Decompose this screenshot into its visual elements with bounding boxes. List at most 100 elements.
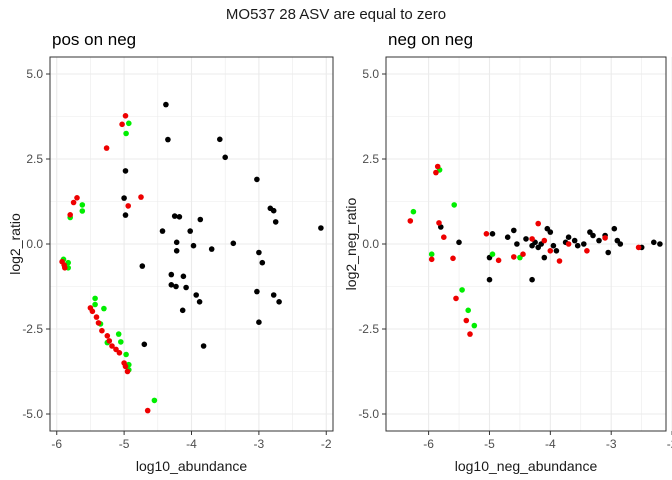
point-red [436, 220, 442, 226]
y-tick-label: 0.0 [362, 237, 379, 251]
point-black [197, 216, 204, 223]
point-black [168, 282, 175, 288]
y-tick-label: 2.5 [26, 152, 43, 166]
point-black [617, 241, 624, 247]
point-black [254, 288, 260, 295]
point-green [489, 251, 496, 257]
y-tick-label: 2.5 [362, 152, 379, 166]
point-red [529, 236, 535, 242]
point-red [450, 255, 456, 262]
point-red [602, 235, 608, 241]
point-green [92, 301, 98, 308]
point-red [441, 234, 447, 240]
point-red [635, 244, 642, 251]
point-black [122, 168, 129, 174]
x-tick-label: -3 [254, 437, 265, 451]
point-black [190, 242, 197, 249]
point-red [434, 163, 441, 170]
point-black [141, 341, 148, 348]
point-black [489, 231, 496, 237]
point-red [125, 203, 131, 209]
point-green [118, 339, 124, 345]
point-red [556, 258, 563, 264]
point-black [547, 229, 554, 235]
point-black [565, 234, 572, 240]
y-axis-label: log2_ratio [7, 213, 23, 275]
gridlines [386, 57, 672, 431]
point-black [657, 241, 663, 247]
x-tick-label: -3 [606, 437, 617, 451]
point-red [520, 251, 526, 257]
point-green [123, 351, 129, 358]
point-black [183, 284, 189, 291]
point-black [574, 242, 581, 249]
y-ticks: 5.0 2.5 0.0 -2.5 -5.0 [358, 67, 386, 421]
x-ticks: -6 -5 -4 -3 -2 [51, 431, 332, 451]
point-black [196, 299, 203, 305]
point-red [93, 314, 100, 320]
point-green [465, 307, 472, 314]
y-tick-label: 5.0 [26, 67, 43, 81]
point-black [651, 239, 657, 246]
point-green [123, 130, 129, 137]
point-black [173, 248, 180, 254]
point-black [514, 241, 520, 247]
point-black [230, 240, 237, 247]
point-black [217, 136, 223, 143]
point-black [254, 176, 260, 183]
point-black [504, 234, 511, 240]
point-red [565, 241, 572, 247]
point-green [471, 322, 478, 329]
point-green [451, 202, 458, 208]
point-red [541, 237, 548, 244]
point-red [99, 327, 105, 334]
y-tick-label: -5.0 [358, 407, 379, 421]
point-green [428, 251, 435, 257]
x-tick-label: -5 [484, 437, 495, 451]
panel-title: neg on neg [388, 30, 473, 49]
point-green [92, 295, 98, 302]
point-black [163, 101, 169, 108]
point-black [511, 227, 517, 234]
point-black [179, 307, 186, 314]
y-ticks: 5.0 2.5 0.0 -2.5 -5.0 [22, 67, 50, 421]
point-green [79, 202, 86, 208]
point-red [119, 121, 125, 128]
point-green [79, 208, 86, 214]
point-black [159, 228, 166, 234]
point-black [270, 292, 277, 298]
point-black [171, 213, 178, 219]
point-black [611, 225, 618, 232]
point-red [113, 346, 119, 353]
point-red [124, 368, 131, 375]
point-green [410, 208, 417, 215]
point-red [109, 343, 115, 349]
point-red [463, 317, 470, 324]
point-black [122, 212, 129, 218]
point-red [511, 254, 517, 260]
y-tick-label: -5.0 [22, 407, 43, 421]
point-black [200, 343, 207, 349]
point-black [272, 219, 279, 225]
point-black [276, 299, 282, 305]
panel-neg-on-neg: neg on neg -6-5-4-3-2 5.02.50.0-2.5-5.0 … [343, 30, 672, 474]
point-black [571, 237, 578, 244]
x-tick-label: -2 [667, 437, 672, 451]
point-red [122, 113, 129, 119]
point-red [138, 194, 144, 200]
point-black [529, 276, 535, 283]
points [59, 101, 324, 414]
point-black [590, 232, 596, 239]
point-black [187, 228, 193, 234]
x-tick-label: -4 [186, 437, 197, 451]
panel-title: pos on neg [52, 30, 136, 49]
point-black [456, 239, 462, 246]
point-black [605, 249, 611, 256]
point-red [122, 363, 129, 370]
point-red [547, 248, 554, 254]
point-green [101, 305, 107, 312]
point-black [139, 263, 146, 269]
point-black [596, 237, 602, 244]
point-red [95, 320, 102, 326]
